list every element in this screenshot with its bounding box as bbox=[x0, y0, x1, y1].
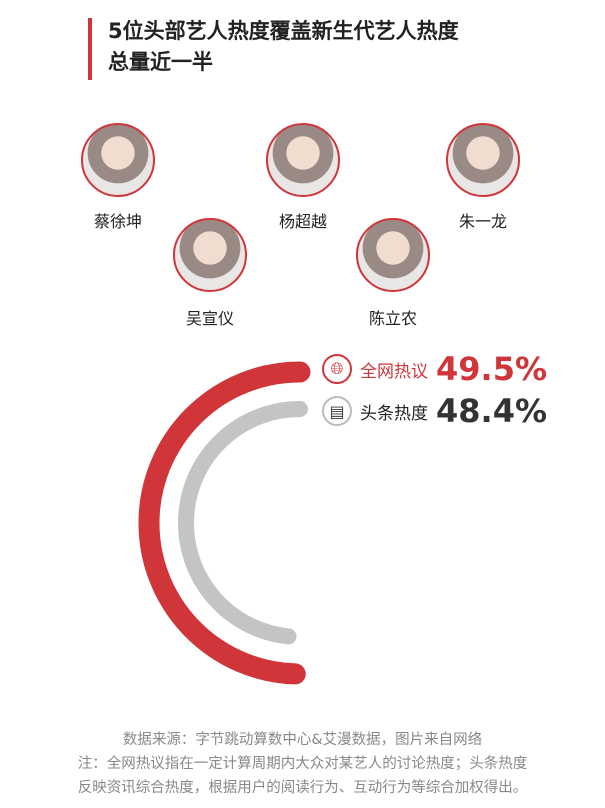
legend-label: 头条热度 bbox=[360, 403, 428, 424]
data-label: 49.5% bbox=[436, 350, 548, 388]
artist-name: 吴宣仪 bbox=[185, 309, 234, 328]
legend-label: 全网热议 bbox=[360, 361, 428, 382]
globe-icon: 🌐︎ bbox=[322, 354, 352, 384]
newspaper-icon: ▤ bbox=[322, 396, 352, 426]
title-line-2: 总量近一半 bbox=[108, 50, 213, 74]
data-label: 48.4% bbox=[436, 392, 548, 430]
arc-bar-1 bbox=[178, 401, 308, 645]
avatar-wu-xuanyi bbox=[173, 218, 247, 292]
arc-bar-0 bbox=[138, 361, 311, 685]
avatar-cai-xukun bbox=[81, 123, 155, 197]
footnote-line-1: 注：全网热议指在一定计算周期内大众对某艺人的讨论热度；头条热度 bbox=[77, 756, 528, 772]
artist-name: 陈立农 bbox=[368, 309, 417, 328]
data-source: 数据来源：字节跳动算数中心&艾漫数据，图片来自网络 bbox=[122, 732, 483, 748]
title-accent-bar bbox=[88, 18, 92, 80]
footer: 数据来源：字节跳动算数中心&艾漫数据，图片来自网络 注：全网热议指在一定计算周期… bbox=[0, 728, 605, 800]
avatar-zhu-yilong bbox=[446, 123, 520, 197]
avatar-yang-chaoyue bbox=[266, 123, 340, 197]
legend-item-quanwang: 🌐︎ 全网热议 49.5% bbox=[322, 350, 547, 388]
legend-item-toutiao: ▤ 头条热度 48.4% bbox=[322, 392, 547, 430]
title-line-1: 5位头部艺人热度覆盖新生代艺人热度 bbox=[108, 19, 459, 43]
footnote-line-2: 反映资讯综合热度，根据用户的阅读行为、互动行为等综合加权得出。 bbox=[77, 780, 528, 796]
page-title: 5位头部艺人热度覆盖新生代艺人热度 总量近一半 bbox=[108, 16, 459, 78]
artist-name: 蔡徐坤 bbox=[93, 212, 142, 231]
artist-name: 朱一龙 bbox=[458, 212, 507, 231]
artist-name: 杨超越 bbox=[278, 212, 327, 231]
avatar-chen-linong bbox=[356, 218, 430, 292]
